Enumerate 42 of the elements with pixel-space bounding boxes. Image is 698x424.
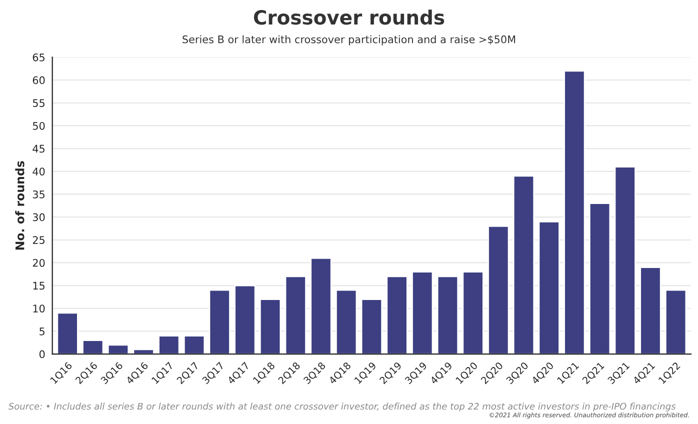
y-tick-label: 20 bbox=[32, 258, 45, 267]
bar bbox=[462, 271, 484, 354]
bar bbox=[640, 266, 662, 354]
bar bbox=[284, 276, 306, 354]
bar bbox=[386, 276, 408, 354]
bar bbox=[208, 289, 230, 354]
bar bbox=[436, 276, 459, 354]
bar bbox=[56, 312, 78, 354]
y-tick-label: 45 bbox=[32, 144, 44, 153]
y-tick-label: 25 bbox=[32, 236, 44, 244]
y-tick-label: 60 bbox=[32, 76, 45, 84]
bar bbox=[183, 335, 206, 354]
bar bbox=[412, 271, 434, 354]
source-note: Source: • Includes all series B or later rounds with at least one crossover investor, defined as the top 22 most active investors in pre-IPO financings bbox=[8, 402, 676, 412]
bar bbox=[664, 289, 687, 354]
bar bbox=[234, 284, 256, 354]
y-tick-label: 40 bbox=[32, 168, 45, 176]
bar bbox=[538, 220, 560, 354]
bar bbox=[310, 257, 332, 354]
bar bbox=[512, 175, 535, 354]
bar bbox=[360, 298, 383, 354]
bar bbox=[259, 298, 282, 354]
bar bbox=[107, 344, 130, 354]
y-tick-label: 30 bbox=[32, 213, 45, 222]
bar bbox=[488, 225, 510, 354]
bar bbox=[336, 289, 358, 354]
y-tick-label: 5 bbox=[40, 328, 44, 336]
bar bbox=[82, 340, 104, 354]
bar bbox=[564, 70, 586, 354]
y-tick-label: 15 bbox=[33, 282, 44, 290]
y-tick-label: 35 bbox=[32, 190, 44, 198]
chart-title: Crossover rounds bbox=[254, 10, 444, 25]
bar bbox=[614, 166, 636, 354]
y-tick-label: 0 bbox=[39, 350, 45, 358]
bar bbox=[588, 202, 611, 354]
y-axis-title: No. of rounds bbox=[15, 161, 24, 250]
y-tick-label: 55 bbox=[32, 99, 44, 108]
chart-subtitle: Series B or later with crossover participation and a raise >$50M bbox=[182, 35, 516, 46]
y-tick-label: 65 bbox=[32, 53, 44, 62]
y-tick-label: 10 bbox=[33, 304, 45, 312]
y-tick-label: 50 bbox=[32, 122, 45, 130]
bar bbox=[158, 335, 180, 354]
